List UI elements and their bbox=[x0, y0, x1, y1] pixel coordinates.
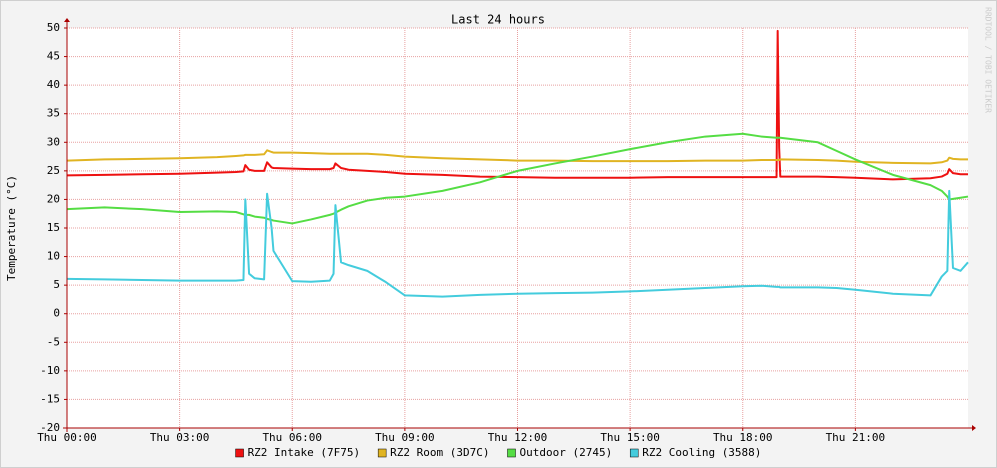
legend-label: Outdoor (2745) bbox=[520, 446, 613, 459]
legend-swatch bbox=[629, 448, 639, 458]
y-tick-label: 0 bbox=[53, 307, 60, 320]
y-tick-label: 35 bbox=[47, 107, 60, 120]
y-tick-label: 15 bbox=[47, 221, 60, 234]
legend-label: RZ2 Cooling (3588) bbox=[642, 446, 761, 459]
legend-label: RZ2 Room (3D7C) bbox=[390, 446, 489, 459]
legend: RZ2 Intake (7F75) RZ2 Room (3D7C) Outdoor … bbox=[235, 446, 761, 459]
legend-swatch bbox=[235, 448, 244, 458]
series-line bbox=[66, 189, 969, 298]
y-tick-label: 5 bbox=[53, 278, 60, 291]
x-tick-label: Thu 21:00 bbox=[826, 431, 886, 444]
watermark: RRDTOOL / TOBI OETIKER bbox=[984, 7, 993, 113]
y-tick-label: -15 bbox=[40, 392, 60, 405]
legend-swatch bbox=[377, 448, 387, 458]
y-tick-label: 50 bbox=[47, 21, 60, 34]
chart-title: Last 24 hours bbox=[451, 13, 545, 27]
y-tick-label: 40 bbox=[47, 78, 60, 91]
y-tick-label: 25 bbox=[47, 164, 60, 177]
x-tick-label: Thu 15:00 bbox=[600, 431, 660, 444]
x-tick-label: Thu 18:00 bbox=[713, 431, 773, 444]
y-tick-label: -10 bbox=[40, 364, 60, 377]
y-tick-label: -5 bbox=[47, 335, 60, 348]
x-tick-label: Thu 03:00 bbox=[150, 431, 210, 444]
y-tick-label: 30 bbox=[47, 135, 60, 148]
y-tick-label: 45 bbox=[47, 50, 60, 63]
legend-label: RZ2 Intake (7F75) bbox=[248, 446, 361, 459]
y-tick-label: -20 bbox=[40, 421, 60, 434]
y-tick-label: 10 bbox=[47, 250, 60, 263]
x-tick-label: Thu 06:00 bbox=[262, 431, 322, 444]
series-line bbox=[66, 149, 968, 165]
x-arrow bbox=[972, 425, 976, 431]
x-tick-label: Thu 12:00 bbox=[488, 431, 548, 444]
lines bbox=[66, 29, 969, 298]
series-line bbox=[66, 29, 968, 181]
legend-swatch bbox=[507, 448, 516, 458]
series-line bbox=[66, 132, 969, 225]
y-axis-label: Temperature (°C) bbox=[5, 175, 18, 281]
x-tick-label: Thu 09:00 bbox=[375, 431, 435, 444]
y-arrow bbox=[64, 18, 70, 22]
y-tick-label: 20 bbox=[47, 192, 60, 205]
x-tick-label: Thu 00:00 bbox=[37, 431, 97, 444]
